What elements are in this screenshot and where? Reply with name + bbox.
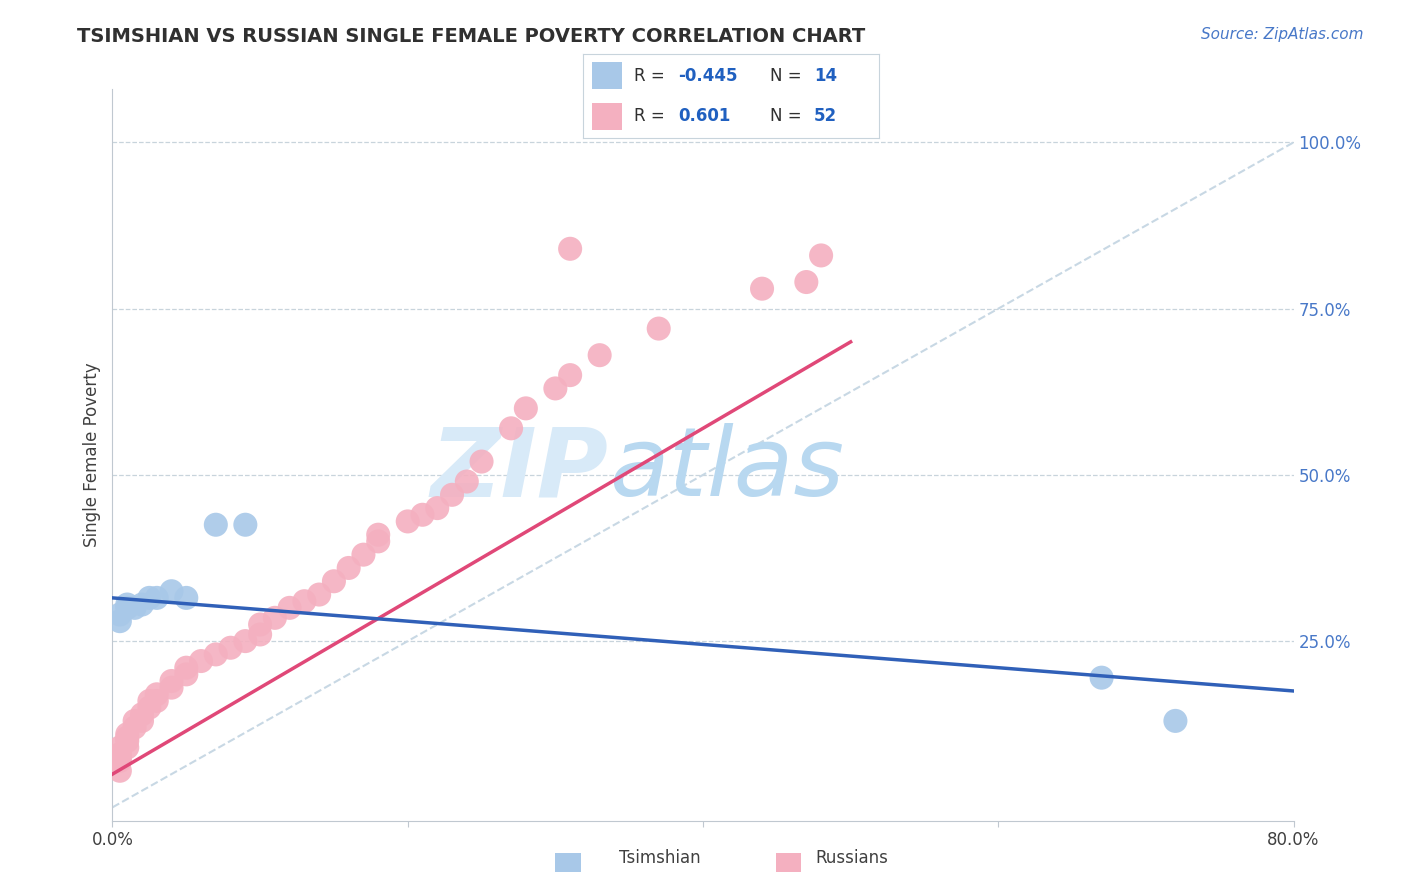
Text: Source: ZipAtlas.com: Source: ZipAtlas.com [1201, 27, 1364, 42]
Point [108, 764, 131, 778]
Y-axis label: Single Female Poverty: Single Female Poverty [83, 363, 101, 547]
Bar [592, 103, 621, 130]
Point [558, 242, 582, 256]
Text: N =: N = [769, 67, 807, 85]
Point [160, 584, 183, 599]
Text: N =: N = [769, 107, 807, 125]
Point [367, 527, 389, 541]
Point [337, 561, 360, 575]
Point [264, 611, 287, 625]
Point [558, 368, 582, 383]
Point [117, 734, 138, 748]
Point [160, 681, 183, 695]
Point [138, 694, 160, 708]
Point [352, 548, 374, 562]
Point [219, 640, 242, 655]
Text: TSIMSHIAN VS RUSSIAN SINGLE FEMALE POVERTY CORRELATION CHART: TSIMSHIAN VS RUSSIAN SINGLE FEMALE POVER… [77, 27, 866, 45]
Point [1091, 671, 1114, 685]
Point [456, 475, 478, 489]
Point [810, 248, 832, 262]
Point [751, 282, 773, 296]
Text: 0.601: 0.601 [678, 107, 730, 125]
Point [108, 607, 131, 622]
Point [323, 574, 346, 589]
Point [396, 515, 419, 529]
Text: -0.445: -0.445 [678, 67, 738, 85]
Text: 14: 14 [814, 67, 837, 85]
Text: 52: 52 [814, 107, 837, 125]
Text: Russians: Russians [815, 849, 889, 867]
Bar [592, 62, 621, 89]
Point [292, 594, 315, 608]
Point [138, 700, 160, 714]
Point [233, 634, 256, 648]
Point [205, 517, 228, 532]
Point [308, 588, 330, 602]
Point [124, 600, 146, 615]
Point [426, 501, 449, 516]
Point [205, 648, 228, 662]
Point [160, 673, 183, 688]
Text: R =: R = [634, 107, 669, 125]
Point [515, 401, 537, 416]
Point [233, 517, 256, 532]
Point [367, 534, 389, 549]
Point [544, 381, 567, 395]
Point [117, 600, 138, 615]
Point [131, 707, 153, 722]
Point [174, 591, 197, 605]
Point [131, 598, 153, 612]
Text: Tsimshian: Tsimshian [619, 849, 700, 867]
Point [190, 654, 212, 668]
Point [1164, 714, 1187, 728]
Point [108, 754, 131, 768]
Point [138, 591, 160, 605]
Point [470, 454, 494, 468]
Point [108, 740, 131, 755]
Point [117, 727, 138, 741]
Text: ZIP: ZIP [430, 423, 609, 516]
Point [131, 714, 153, 728]
Point [108, 750, 131, 764]
Point [108, 747, 131, 761]
Point [124, 714, 146, 728]
Point [588, 348, 610, 362]
Point [174, 661, 197, 675]
Point [146, 687, 169, 701]
Point [117, 740, 138, 755]
Point [146, 694, 169, 708]
Point [117, 598, 138, 612]
Point [108, 614, 131, 628]
Text: R =: R = [634, 67, 669, 85]
Point [441, 488, 464, 502]
Point [796, 275, 818, 289]
Point [117, 731, 138, 745]
Point [124, 721, 146, 735]
Point [249, 627, 271, 641]
Point [278, 600, 301, 615]
Point [647, 321, 671, 335]
Point [411, 508, 433, 522]
Point [174, 667, 197, 681]
Text: atlas: atlas [609, 423, 844, 516]
Point [501, 421, 523, 435]
Point [249, 617, 271, 632]
Point [146, 591, 169, 605]
